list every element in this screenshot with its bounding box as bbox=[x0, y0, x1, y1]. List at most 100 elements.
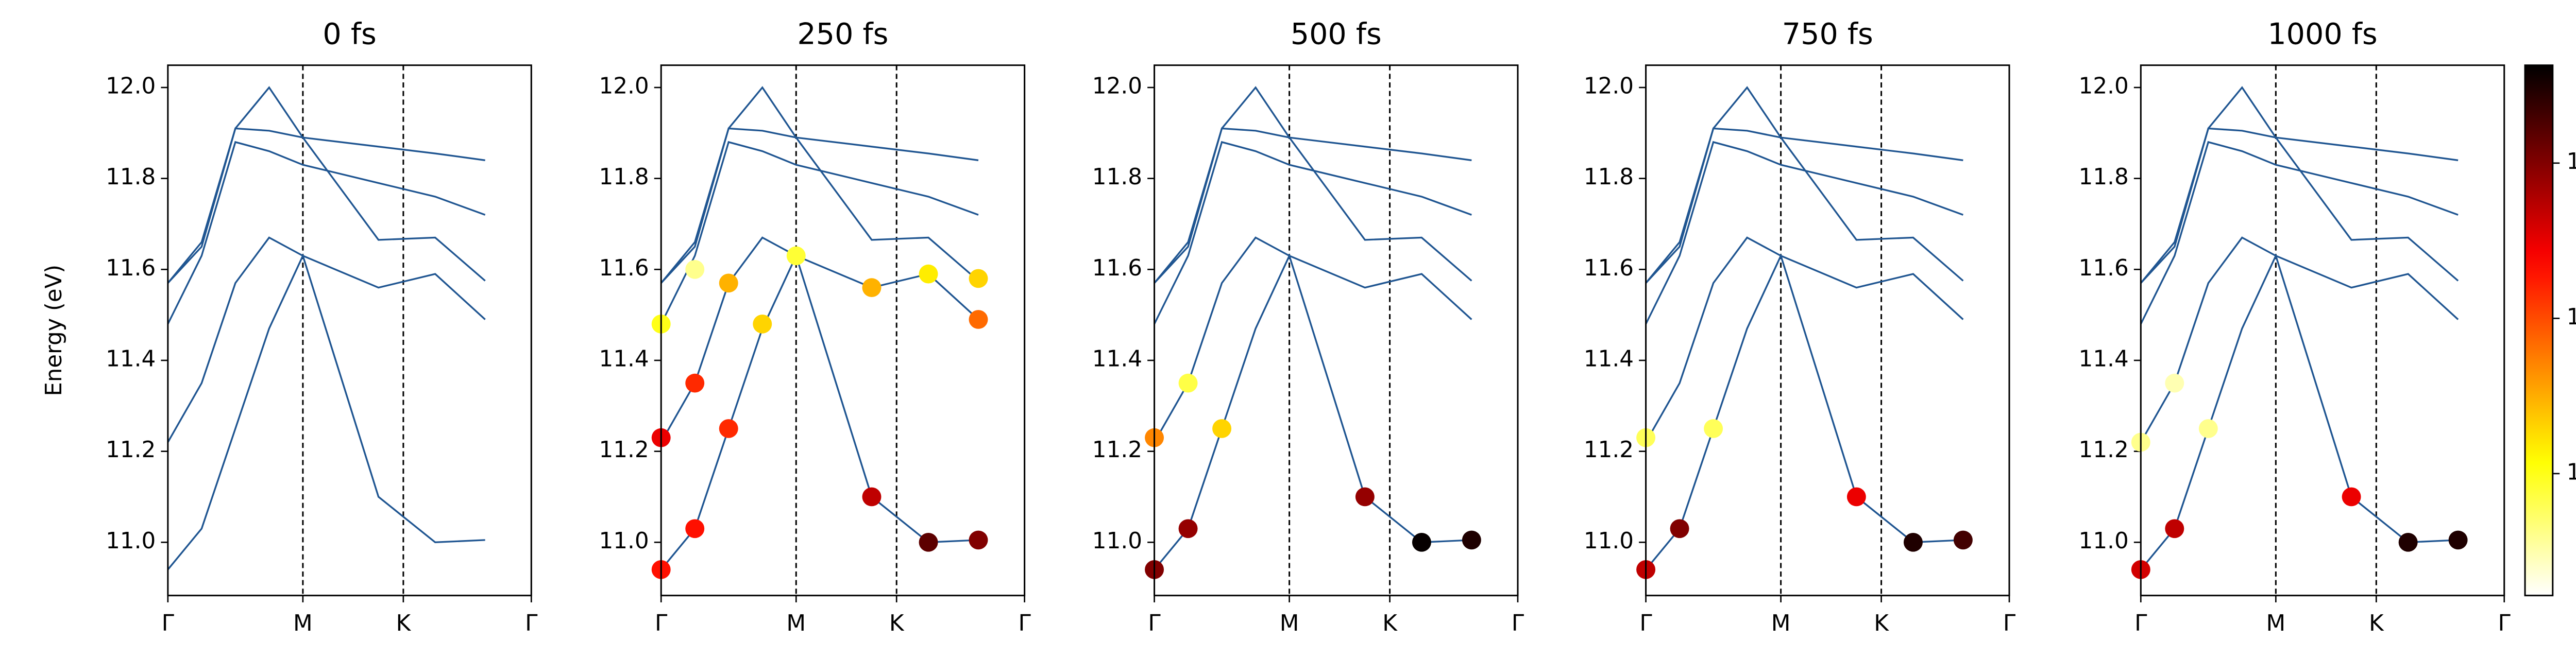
occupation-dot bbox=[1178, 373, 1198, 393]
occupation-dot bbox=[919, 264, 938, 284]
occupation-dot bbox=[2198, 419, 2218, 438]
y-tick-label: 11.8 bbox=[106, 164, 156, 190]
y-tick-label: 11.0 bbox=[1584, 528, 1634, 554]
band-line bbox=[660, 127, 979, 284]
occupation-dot bbox=[2342, 487, 2361, 507]
band-line bbox=[1154, 86, 1472, 284]
occupation-dot bbox=[1462, 530, 1481, 550]
y-tick-label: 11.6 bbox=[1584, 255, 1634, 281]
occupation-dot bbox=[969, 269, 988, 288]
band-line bbox=[167, 127, 485, 284]
x-tick-label: Γ bbox=[2498, 611, 2511, 636]
y-tick-label: 12.0 bbox=[106, 74, 156, 99]
colorbar-tick-label: 10⁻² bbox=[2567, 149, 2576, 175]
x-tick-label: K bbox=[889, 611, 905, 636]
y-tick-label: 12.0 bbox=[1092, 74, 1142, 99]
band-line bbox=[660, 86, 979, 284]
axes-frame bbox=[1645, 64, 2010, 597]
panel-title: 250 fs bbox=[797, 18, 888, 51]
occupation-dot bbox=[685, 519, 705, 539]
y-tick-label: 11.8 bbox=[1584, 164, 1634, 190]
y-tick-label: 11.0 bbox=[1092, 528, 1142, 554]
y-tick-label: 11.6 bbox=[106, 255, 156, 281]
y-tick-label: 11.4 bbox=[2079, 346, 2129, 372]
band-line bbox=[2140, 86, 2459, 284]
x-tick-label: Γ bbox=[162, 611, 174, 636]
band-line bbox=[660, 253, 979, 570]
y-tick-label: 11.4 bbox=[599, 346, 649, 372]
y-tick-label: 11.8 bbox=[1092, 164, 1142, 190]
occupation-dot bbox=[685, 259, 705, 279]
occupation-dot bbox=[2398, 532, 2418, 552]
occupation-dot bbox=[719, 419, 738, 438]
band-line bbox=[1154, 141, 1472, 325]
occupation-dot bbox=[2165, 519, 2184, 539]
occupation-dot bbox=[1704, 419, 1723, 438]
x-tick-label: Γ bbox=[2134, 611, 2147, 636]
axes-frame bbox=[167, 64, 532, 597]
y-tick-label: 11.0 bbox=[2079, 528, 2129, 554]
x-tick-label: K bbox=[1874, 611, 1889, 636]
occupation-dot bbox=[1178, 519, 1198, 539]
occupation-dot bbox=[1903, 532, 1923, 552]
y-tick-label: 11.2 bbox=[2079, 437, 2129, 463]
colorbar bbox=[2524, 64, 2554, 597]
y-tick-label: 12.0 bbox=[599, 74, 649, 99]
y-tick-label: 11.6 bbox=[599, 255, 649, 281]
band-line bbox=[167, 236, 486, 443]
y-tick-label: 11.8 bbox=[599, 164, 649, 190]
y-tick-label: 11.0 bbox=[106, 528, 156, 554]
x-tick-label: Γ bbox=[655, 611, 667, 636]
x-tick-label: M bbox=[293, 611, 313, 636]
y-tick-label: 11.4 bbox=[1092, 346, 1142, 372]
colorbar-tick-label: 10⁻³ bbox=[2567, 304, 2576, 330]
y-tick-label: 11.4 bbox=[1584, 346, 1634, 372]
x-tick-label: K bbox=[396, 611, 412, 636]
occupation-dot bbox=[1212, 419, 1232, 438]
colorbar-tick-label: 10⁻⁴ bbox=[2567, 460, 2576, 485]
x-tick-label: Γ bbox=[525, 611, 537, 636]
y-tick-label: 11.2 bbox=[106, 437, 156, 463]
panel-title: 500 fs bbox=[1291, 18, 1382, 51]
band-line bbox=[1645, 236, 1964, 443]
occupation-dot bbox=[1670, 519, 1689, 539]
y-tick-label: 11.2 bbox=[1092, 437, 1142, 463]
occupation-dot bbox=[1355, 487, 1375, 507]
panel-title: 0 fs bbox=[323, 18, 376, 51]
x-tick-label: K bbox=[2369, 611, 2384, 636]
y-tick-label: 12.0 bbox=[2079, 74, 2129, 99]
band-line bbox=[1645, 86, 1964, 284]
x-tick-label: Γ bbox=[1018, 611, 1030, 636]
y-tick-label: 12.0 bbox=[1584, 74, 1634, 99]
occupation-dot bbox=[1412, 532, 1431, 552]
occupation-dot bbox=[1953, 530, 1973, 550]
band-line bbox=[1645, 141, 1963, 325]
occupation-dot bbox=[862, 487, 882, 507]
y-tick-label: 11.8 bbox=[2079, 164, 2129, 190]
occupation-dot bbox=[719, 273, 738, 293]
x-tick-label: M bbox=[1280, 611, 1299, 636]
band-line bbox=[2140, 236, 2459, 443]
y-axis-label: Energy (eV) bbox=[41, 265, 67, 396]
occupation-dot bbox=[2448, 530, 2468, 550]
band-line bbox=[2140, 141, 2459, 325]
x-tick-label: Γ bbox=[1148, 611, 1160, 636]
x-tick-label: M bbox=[786, 611, 806, 636]
band-line bbox=[2140, 253, 2459, 570]
x-tick-label: Γ bbox=[1639, 611, 1652, 636]
x-tick-label: M bbox=[2266, 611, 2285, 636]
occupation-dot bbox=[862, 278, 882, 297]
band-line bbox=[167, 86, 486, 284]
occupation-dot bbox=[786, 246, 806, 266]
panel-title: 750 fs bbox=[1782, 18, 1873, 51]
occupation-dot bbox=[919, 532, 938, 552]
y-tick-label: 11.2 bbox=[599, 437, 649, 463]
occupation-dot bbox=[753, 314, 772, 334]
band-line bbox=[167, 141, 486, 325]
occupation-dot bbox=[1846, 487, 1866, 507]
axes-frame bbox=[660, 64, 1026, 597]
occupation-dot bbox=[685, 373, 705, 393]
axes-frame bbox=[2140, 64, 2505, 597]
occupation-dot bbox=[969, 530, 988, 550]
